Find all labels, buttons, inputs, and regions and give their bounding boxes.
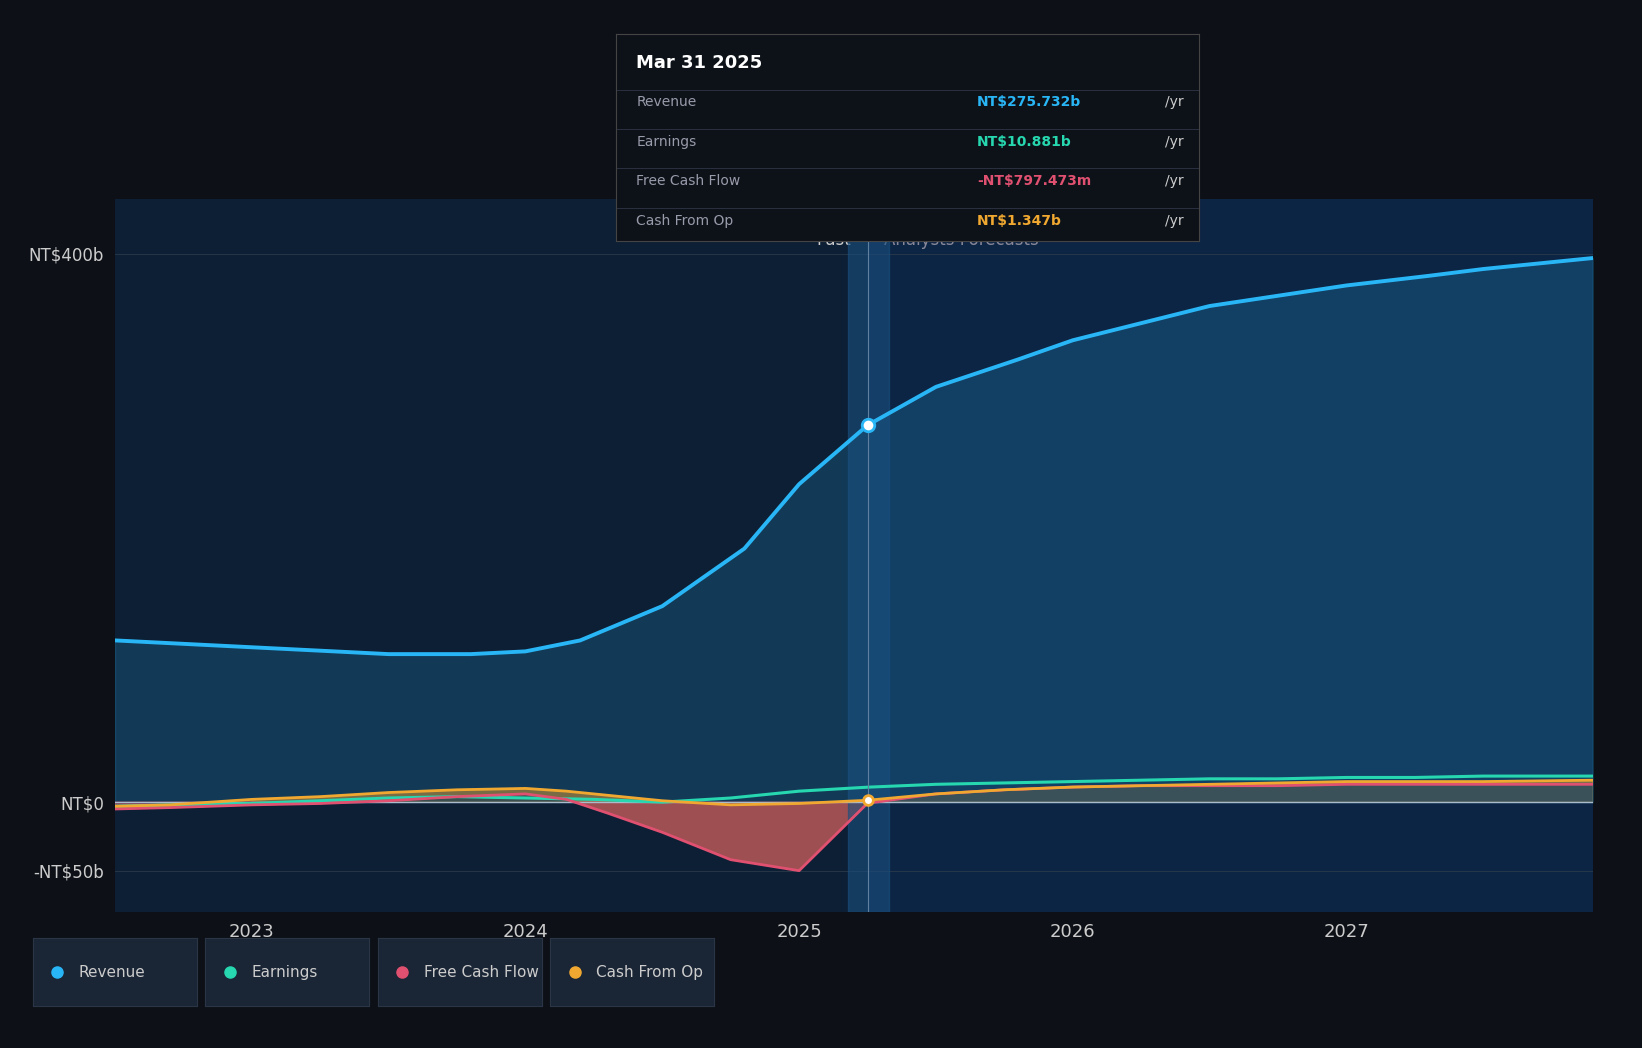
- Bar: [867, 199, 1593, 912]
- Text: NT$275.732b: NT$275.732b: [977, 95, 1082, 109]
- Text: Revenue: Revenue: [635, 95, 696, 109]
- Text: Past: Past: [816, 231, 851, 248]
- Text: Earnings: Earnings: [251, 964, 317, 980]
- Text: NT$10.881b: NT$10.881b: [977, 135, 1072, 149]
- Text: /yr: /yr: [1166, 174, 1184, 189]
- Bar: [115, 199, 867, 912]
- Text: /yr: /yr: [1166, 135, 1184, 149]
- Text: -NT$797.473m: -NT$797.473m: [977, 174, 1092, 189]
- Text: /yr: /yr: [1166, 95, 1184, 109]
- Text: Revenue: Revenue: [79, 964, 146, 980]
- Text: Free Cash Flow: Free Cash Flow: [635, 174, 741, 189]
- Text: Earnings: Earnings: [635, 135, 696, 149]
- Bar: [849, 199, 890, 912]
- Text: Free Cash Flow: Free Cash Flow: [424, 964, 539, 980]
- Text: Mar 31 2025: Mar 31 2025: [635, 54, 762, 72]
- Text: NT$1.347b: NT$1.347b: [977, 214, 1062, 227]
- Text: /yr: /yr: [1166, 214, 1184, 227]
- Text: Cash From Op: Cash From Op: [596, 964, 703, 980]
- Text: Cash From Op: Cash From Op: [635, 214, 734, 227]
- Text: Analysts Forecasts: Analysts Forecasts: [883, 231, 1039, 248]
